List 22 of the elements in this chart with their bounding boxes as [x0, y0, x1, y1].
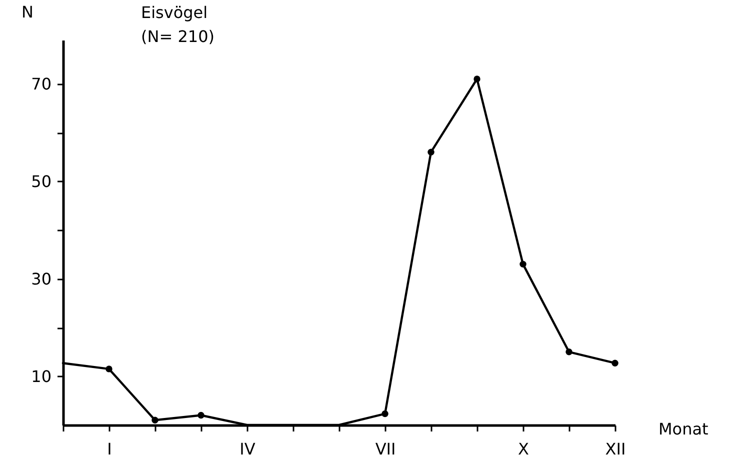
- x-tick-label: I: [107, 440, 112, 458]
- point: [520, 260, 526, 268]
- chart-subtitle: (N= 210): [141, 27, 214, 46]
- point: [152, 416, 158, 424]
- x-axis-title: Monat: [658, 420, 708, 438]
- y-tick-label: 70: [31, 74, 52, 94]
- chart-title: Eisvögel: [141, 3, 208, 22]
- point: [198, 412, 204, 419]
- point: [612, 360, 618, 366]
- y-tick-label: 30: [31, 269, 52, 288]
- y-axis-title: N: [22, 2, 34, 22]
- y-tick-label: 50: [31, 172, 52, 191]
- x-tick-label: X: [518, 440, 530, 458]
- point: [382, 410, 388, 418]
- point: [474, 76, 480, 82]
- point: [428, 148, 434, 156]
- x-tick-label: XII: [605, 440, 626, 458]
- point: [106, 366, 112, 372]
- y-tick-label: 10: [31, 366, 52, 386]
- x-tick-label: IV: [240, 440, 256, 458]
- point: [566, 348, 572, 356]
- x-tick-label: VII: [375, 440, 396, 458]
